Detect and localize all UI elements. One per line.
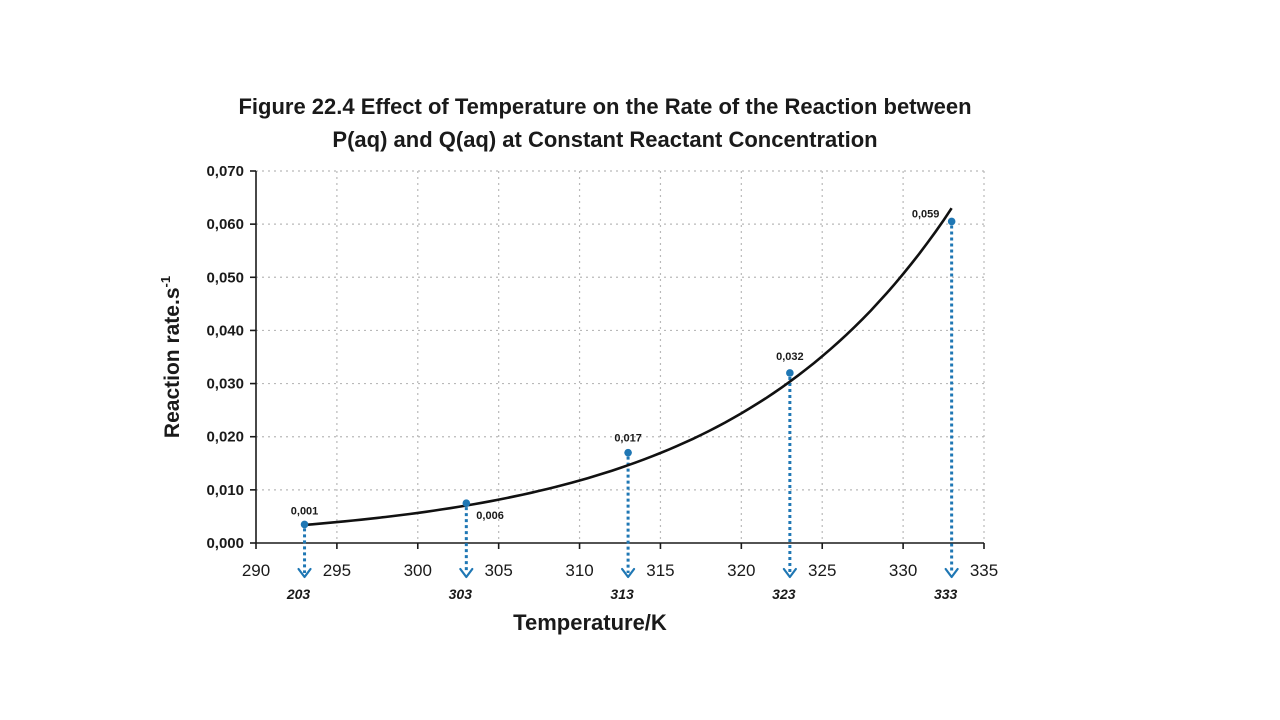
point-label-1: 0,006 xyxy=(476,510,504,522)
axes xyxy=(250,170,985,549)
x-tick-label-8: 330 xyxy=(889,561,917,580)
x-tick-label-7: 325 xyxy=(808,561,836,580)
x-tick-labels: 290 295 300 305 310 315 320 325 330 335 xyxy=(242,561,998,580)
y-tick-label-5: 0,050 xyxy=(206,269,244,286)
x-tick-label-4: 310 xyxy=(565,561,593,580)
y-axis-label-superscript: -1 xyxy=(158,276,173,288)
drop-lines: 203 303 313 323 333 xyxy=(286,225,959,602)
data-point-4 xyxy=(947,217,956,226)
drop-arrow-2 xyxy=(620,567,636,579)
y-tick-label-0: 0,000 xyxy=(206,535,244,552)
drop-arrow-0 xyxy=(297,567,312,579)
x-tick-label-2: 300 xyxy=(404,561,432,580)
chart-title-line-1: Figure 22.4 Effect of Temperature on the… xyxy=(238,94,971,119)
y-tick-label-6: 0,060 xyxy=(206,216,244,233)
x-tick-label-9: 335 xyxy=(970,561,998,580)
x-axis-label: Temperature/K xyxy=(513,610,667,635)
drop-arrow-3 xyxy=(782,567,797,579)
y-tick-label-2: 0,020 xyxy=(206,429,244,446)
x-tick-label-0: 290 xyxy=(242,561,270,580)
data-point-0 xyxy=(300,520,309,529)
x-tick-label-5: 315 xyxy=(646,561,674,580)
drop-arrow-4 xyxy=(944,567,959,579)
point-label-0: 0,001 xyxy=(291,505,319,517)
rate-curve xyxy=(304,207,953,527)
grid xyxy=(256,170,985,543)
x-tick-label-3: 305 xyxy=(484,561,512,580)
x-tick-label-6: 320 xyxy=(727,561,755,580)
y-axis-label-main: Reaction rate.s xyxy=(161,288,184,439)
temperature-marker-4: 333 xyxy=(934,586,958,602)
data-point-1 xyxy=(462,499,471,507)
drop-arrow-1 xyxy=(459,567,474,579)
y-tick-label-3: 0,030 xyxy=(206,376,244,393)
chart-title-line-2: P(aq) and Q(aq) at Constant Reactant Con… xyxy=(332,127,877,152)
temperature-marker-2: 313 xyxy=(610,586,634,602)
y-tick-label-7: 0,070 xyxy=(206,163,244,180)
point-label-2: 0,017 xyxy=(614,433,642,445)
y-axis-label: Reaction rate.s-1 xyxy=(158,276,184,438)
temperature-marker-3: 323 xyxy=(772,586,796,602)
y-tick-label-4: 0,040 xyxy=(206,322,244,339)
y-tick-labels: 0,000 0,010 0,020 0,030 0,040 0,050 0,060 0,070 xyxy=(206,163,244,552)
point-label-4: 0,059 xyxy=(912,208,940,220)
data-points: 0,001 0,006 0,017 0,032 0,059 xyxy=(291,208,956,529)
temperature-marker-0: 203 xyxy=(286,586,311,602)
x-tick-label-1: 295 xyxy=(323,561,351,580)
point-label-3: 0,032 xyxy=(776,351,804,363)
data-point-2 xyxy=(624,448,632,457)
data-point-3 xyxy=(786,369,794,377)
temperature-marker-1: 303 xyxy=(449,586,473,602)
y-tick-label-1: 0,010 xyxy=(206,482,244,499)
